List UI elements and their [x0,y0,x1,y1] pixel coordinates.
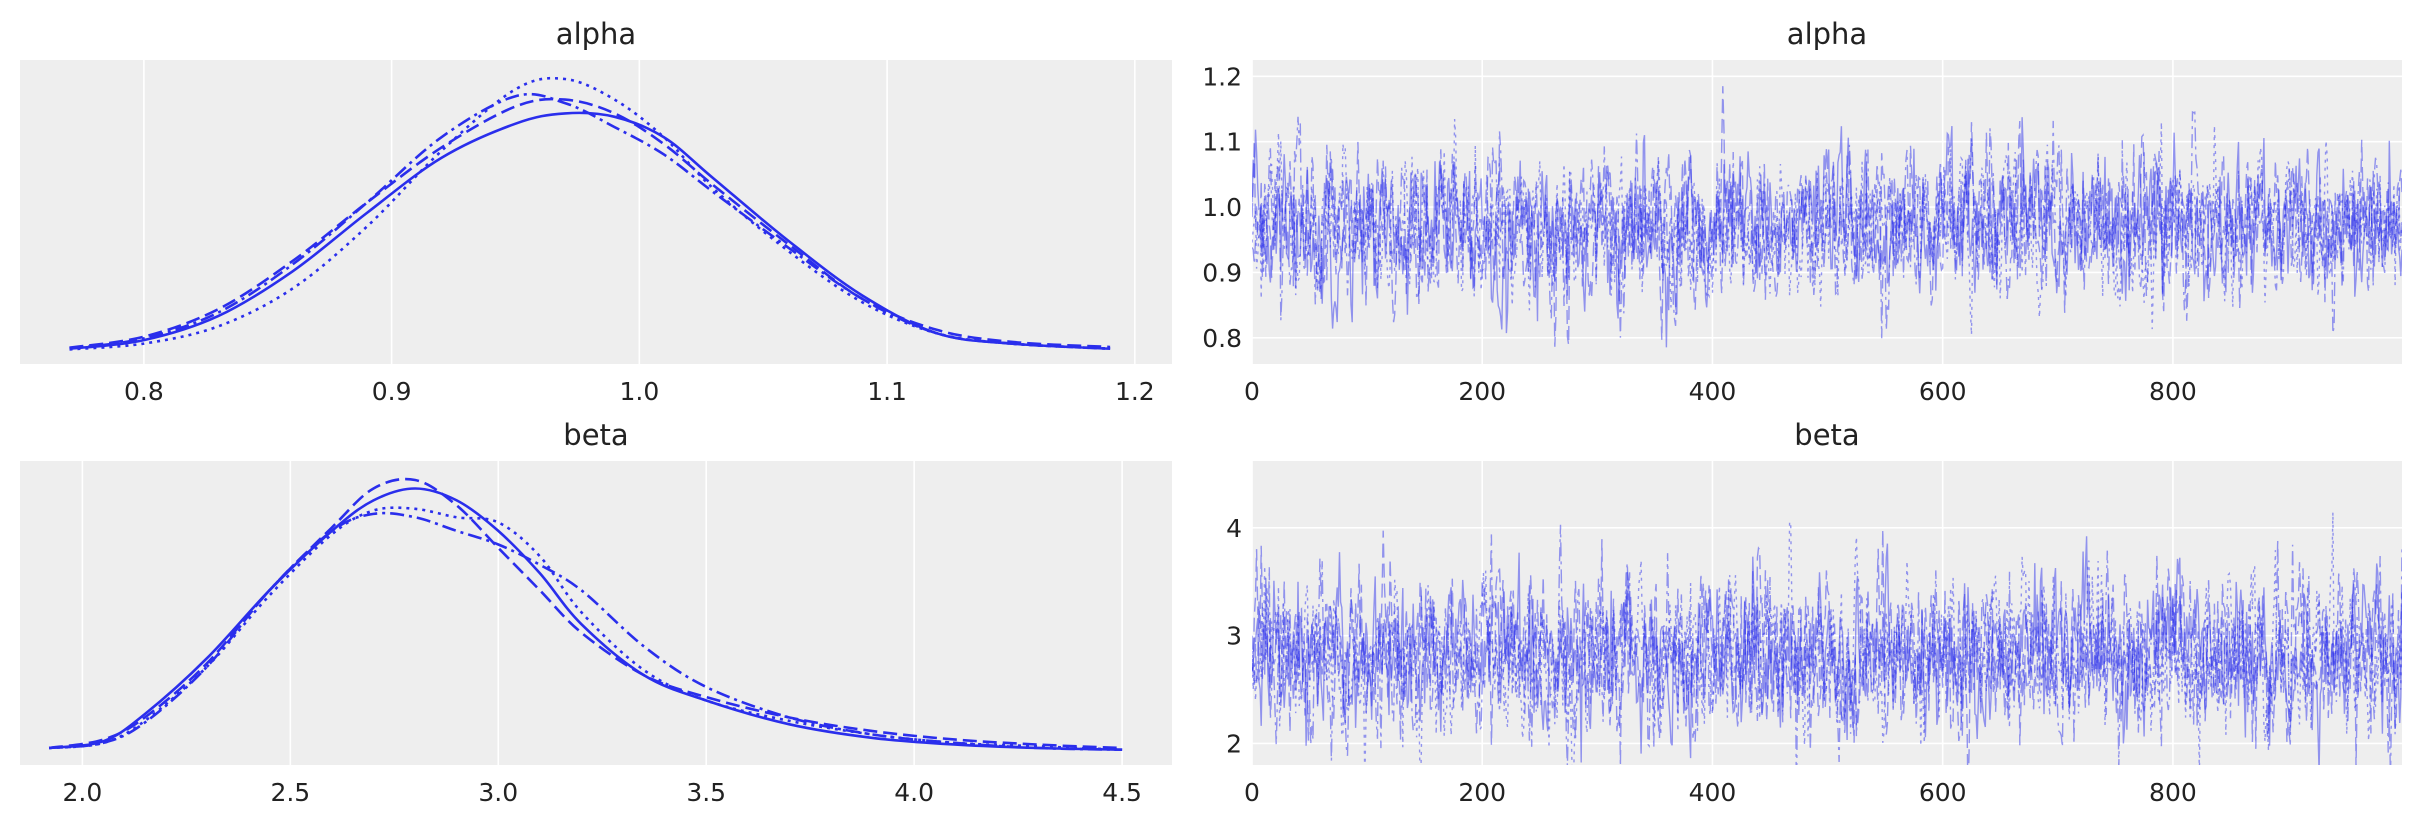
trace-line-dashed [1252,529,2402,765]
x-tick-label: 200 [1458,377,1506,406]
series-group [1252,512,2402,765]
trace-line-dashdot [1252,524,2402,765]
x-tick-label: 400 [1689,377,1737,406]
x-tick-label: 0.9 [372,377,412,406]
x-tick-label: 200 [1458,778,1506,807]
plot-area [20,461,1172,765]
plot-area [1252,461,2402,765]
series-group [69,76,1111,351]
grid [1251,60,2402,364]
x-tick-label: 1.1 [867,377,907,406]
panel-1: alpha 0.8 0.9 1.0 1.1 1.2 [20,17,1172,406]
x-tick-label: 600 [1919,377,1967,406]
trace-line-dashdot [1252,110,2402,339]
x-tick-label: 0 [1244,778,1260,807]
series-group [1252,86,2402,348]
y-tick-label: 1.1 [1202,128,1242,157]
kde-line-dotted [69,76,1111,351]
kde-line-dashed [48,477,1123,750]
x-tick-label: 2.5 [270,778,310,807]
trace-line-dashed [1252,86,2402,347]
y-tick-label: 0.8 [1202,324,1242,353]
y-tick-label: 2 [1226,729,1242,758]
x-tick-label: 600 [1919,778,1967,807]
x-tick-label: 0 [1244,377,1260,406]
x-tick-label: 800 [2149,778,2197,807]
panel-title: beta [1794,418,1859,452]
x-tick-label: 4.5 [1102,778,1142,807]
y-tick-label: 1.0 [1202,193,1242,222]
x-tick-label: 400 [1689,778,1737,807]
panel-title: beta [563,418,628,452]
x-tick-label: 3.5 [686,778,726,807]
panel-3: beta 2.0 2.5 3.0 3.5 4.0 4.5 [20,418,1172,807]
x-tick-label: 0.8 [124,377,164,406]
plot-area [1252,60,2402,364]
series-group [48,477,1123,751]
trace-line-solid [1252,117,2402,348]
y-tick-label: 4 [1226,514,1242,543]
grid [81,461,1123,765]
panel-title: alpha [1787,17,1867,51]
y-tick-label: 3 [1226,622,1242,651]
kde-line-dashdot [69,92,1111,350]
panel-4: beta 0 200 400 600 800 2 3 4 [1226,418,2402,807]
kde-line-dashdot [48,511,1123,751]
x-tick-label: 800 [2149,377,2197,406]
x-tick-label: 1.0 [619,377,659,406]
x-tick-label: 1.2 [1115,377,1155,406]
x-tick-label: 2.0 [62,778,102,807]
grid [143,60,1136,364]
x-tick-label: 4.0 [894,778,934,807]
y-tick-label: 1.2 [1202,62,1242,91]
plot-area [20,60,1172,364]
kde-line-solid [48,487,1123,751]
trace-line-solid [1252,536,2402,765]
kde-line-dashed [69,97,1111,349]
panel-2: alpha 0 200 400 600 800 0.8 0.9 1.0 1.1 1.2 [1202,17,2402,406]
x-tick-label: 3.0 [478,778,518,807]
panel-title: alpha [556,17,636,51]
y-tick-label: 0.9 [1202,258,1242,287]
trace-line-dotted [1252,512,2402,765]
grid [1251,461,2402,765]
